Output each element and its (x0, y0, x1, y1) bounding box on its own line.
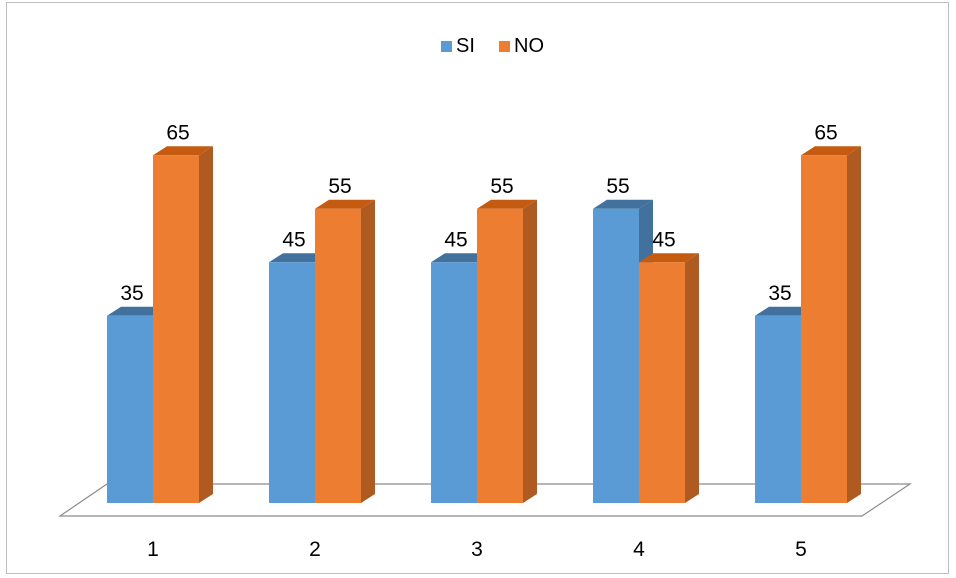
data-label-no-5: 65 (814, 121, 837, 144)
x-tick-label-3: 3 (471, 538, 483, 561)
data-label-no-1: 65 (166, 121, 189, 144)
bar-no-4 (639, 253, 699, 503)
bar-front (153, 155, 199, 503)
bar-no-2 (315, 199, 375, 503)
x-tick-label-1: 1 (147, 538, 159, 561)
bar-side (523, 199, 537, 503)
bar-top (107, 306, 167, 316)
legend-label-no: NO (514, 35, 544, 57)
chart-frame (6, 2, 949, 574)
bar-top (477, 199, 537, 209)
bar-no-1 (153, 146, 213, 503)
bar-front (269, 262, 315, 503)
data-label-si-4: 55 (606, 175, 629, 198)
bar-no-5 (801, 146, 861, 503)
bar-front (593, 208, 639, 503)
legend-swatch-no (499, 41, 510, 52)
data-label-no-4: 45 (652, 228, 675, 251)
bar-no-3 (477, 199, 537, 503)
x-tick-label-5: 5 (795, 538, 807, 561)
bar-top (431, 253, 491, 263)
bar-top (755, 306, 815, 316)
x-tick-label-2: 2 (309, 538, 321, 561)
bar-top (269, 253, 329, 263)
bar-top (315, 199, 375, 209)
x-tick-label-4: 4 (633, 538, 645, 561)
category-labels: 1 2 3 4 5 (147, 538, 807, 561)
bar-front (431, 262, 477, 503)
data-label-si-1: 35 (120, 282, 143, 305)
bar-top (801, 146, 861, 156)
bar-front (315, 208, 361, 503)
data-label-si-5: 35 (768, 282, 791, 305)
bar-front (107, 315, 153, 503)
data-label-si-3: 45 (444, 228, 467, 251)
legend-label-si: SI (456, 35, 475, 57)
bars: 35 65 45 55 45 55 55 45 35 65 (107, 121, 861, 503)
bar-top (593, 199, 653, 209)
bar-side (847, 146, 861, 503)
bar-front (477, 208, 523, 503)
data-label-no-2: 55 (328, 175, 351, 198)
bar-top (639, 253, 699, 263)
bar-side (199, 146, 213, 503)
data-label-no-3: 55 (490, 175, 513, 198)
legend-swatch-si (441, 41, 452, 52)
bar-front (639, 262, 685, 503)
bar-side (685, 253, 699, 503)
bar-top (153, 146, 213, 156)
bar-front (755, 315, 801, 503)
legend: SI NO (441, 35, 544, 57)
bar-side (361, 199, 375, 503)
bar-front (801, 155, 847, 503)
data-label-si-2: 45 (282, 228, 305, 251)
